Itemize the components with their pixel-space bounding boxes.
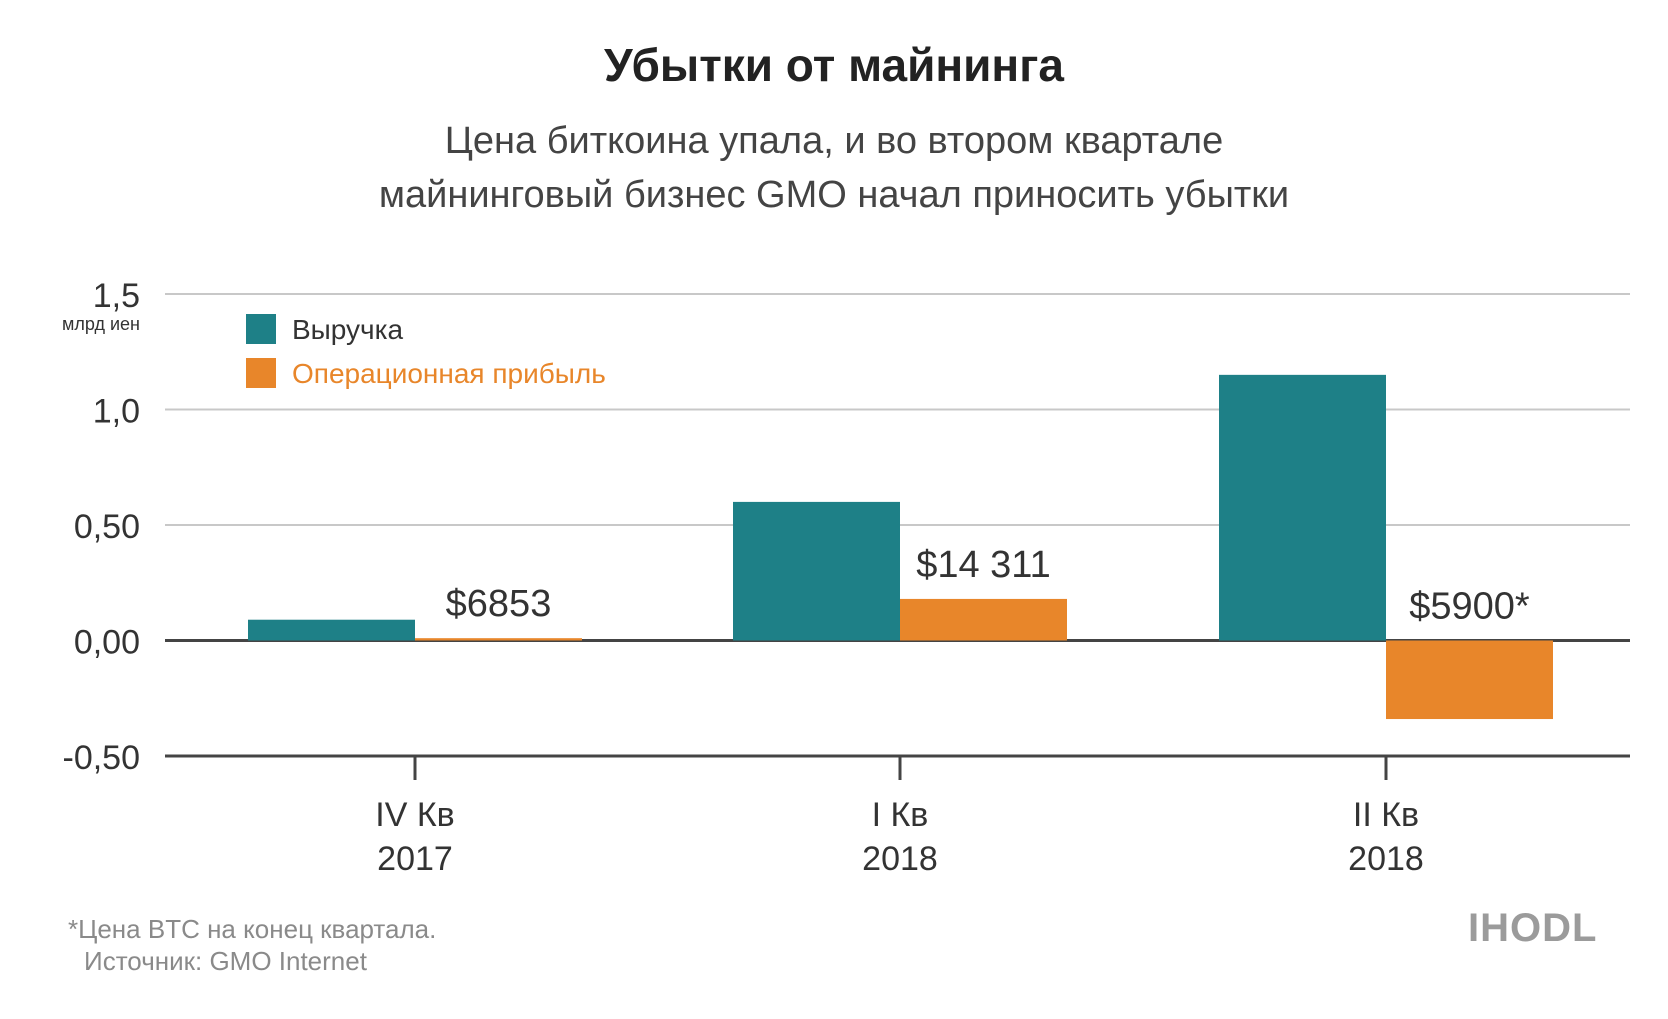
- chart-title: Убытки от майнинга: [604, 39, 1064, 91]
- y-tick-label: 1,0: [93, 393, 140, 431]
- y-tick-label: 0,00: [74, 624, 140, 662]
- ihodl-logo: IHODL: [1468, 906, 1598, 950]
- legend-label-revenue: Выручка: [292, 314, 404, 345]
- x-tick-label-quarter: II Кв: [1353, 796, 1419, 834]
- source-note: Источник: GMO Internet: [84, 946, 367, 976]
- bar-operating-profit: [900, 598, 1067, 641]
- bar-chart: 1,5 1,0 0,50 0,00 -0,50 млрд иен $6853 IV Кв 201…: [62, 277, 1630, 878]
- bar-revenue: [733, 501, 900, 641]
- y-tick-label: 0,50: [74, 508, 140, 546]
- y-tick-label: 1,5: [93, 277, 140, 315]
- legend-label-operating-profit: Операционная прибыль: [292, 358, 606, 389]
- x-tick-label-year: 2017: [377, 840, 453, 878]
- x-tick-label-quarter: I Кв: [872, 796, 929, 834]
- btc-price-annotation: $14 311: [916, 544, 1051, 586]
- chart-subtitle: Цена биткоина упала, и во втором квартал…: [0, 114, 1668, 222]
- bar-revenue: [248, 619, 415, 641]
- bar-revenue: [1219, 374, 1386, 641]
- subtitle-line-2: майнинговый бизнес GMO начал приносить у…: [378, 174, 1290, 216]
- bar-operating-profit: [1386, 640, 1553, 720]
- bar-operating-profit: [415, 638, 582, 641]
- x-tick-label-quarter: IV Кв: [375, 796, 454, 834]
- legend-swatch-operating-profit: [246, 358, 276, 388]
- btc-price-annotation: $6853: [446, 583, 552, 625]
- y-unit-label: млрд иен: [62, 314, 140, 334]
- y-tick-label: -0,50: [63, 739, 141, 777]
- footnote: *Цена BTC на конец квартала.: [68, 914, 437, 944]
- x-tick-label-year: 2018: [862, 840, 938, 878]
- legend-swatch-revenue: [246, 314, 276, 344]
- btc-price-annotation: $5900*: [1409, 586, 1530, 628]
- subtitle-line-1: Цена биткоина упала, и во втором квартал…: [444, 120, 1224, 162]
- x-tick-label-year: 2018: [1348, 840, 1424, 878]
